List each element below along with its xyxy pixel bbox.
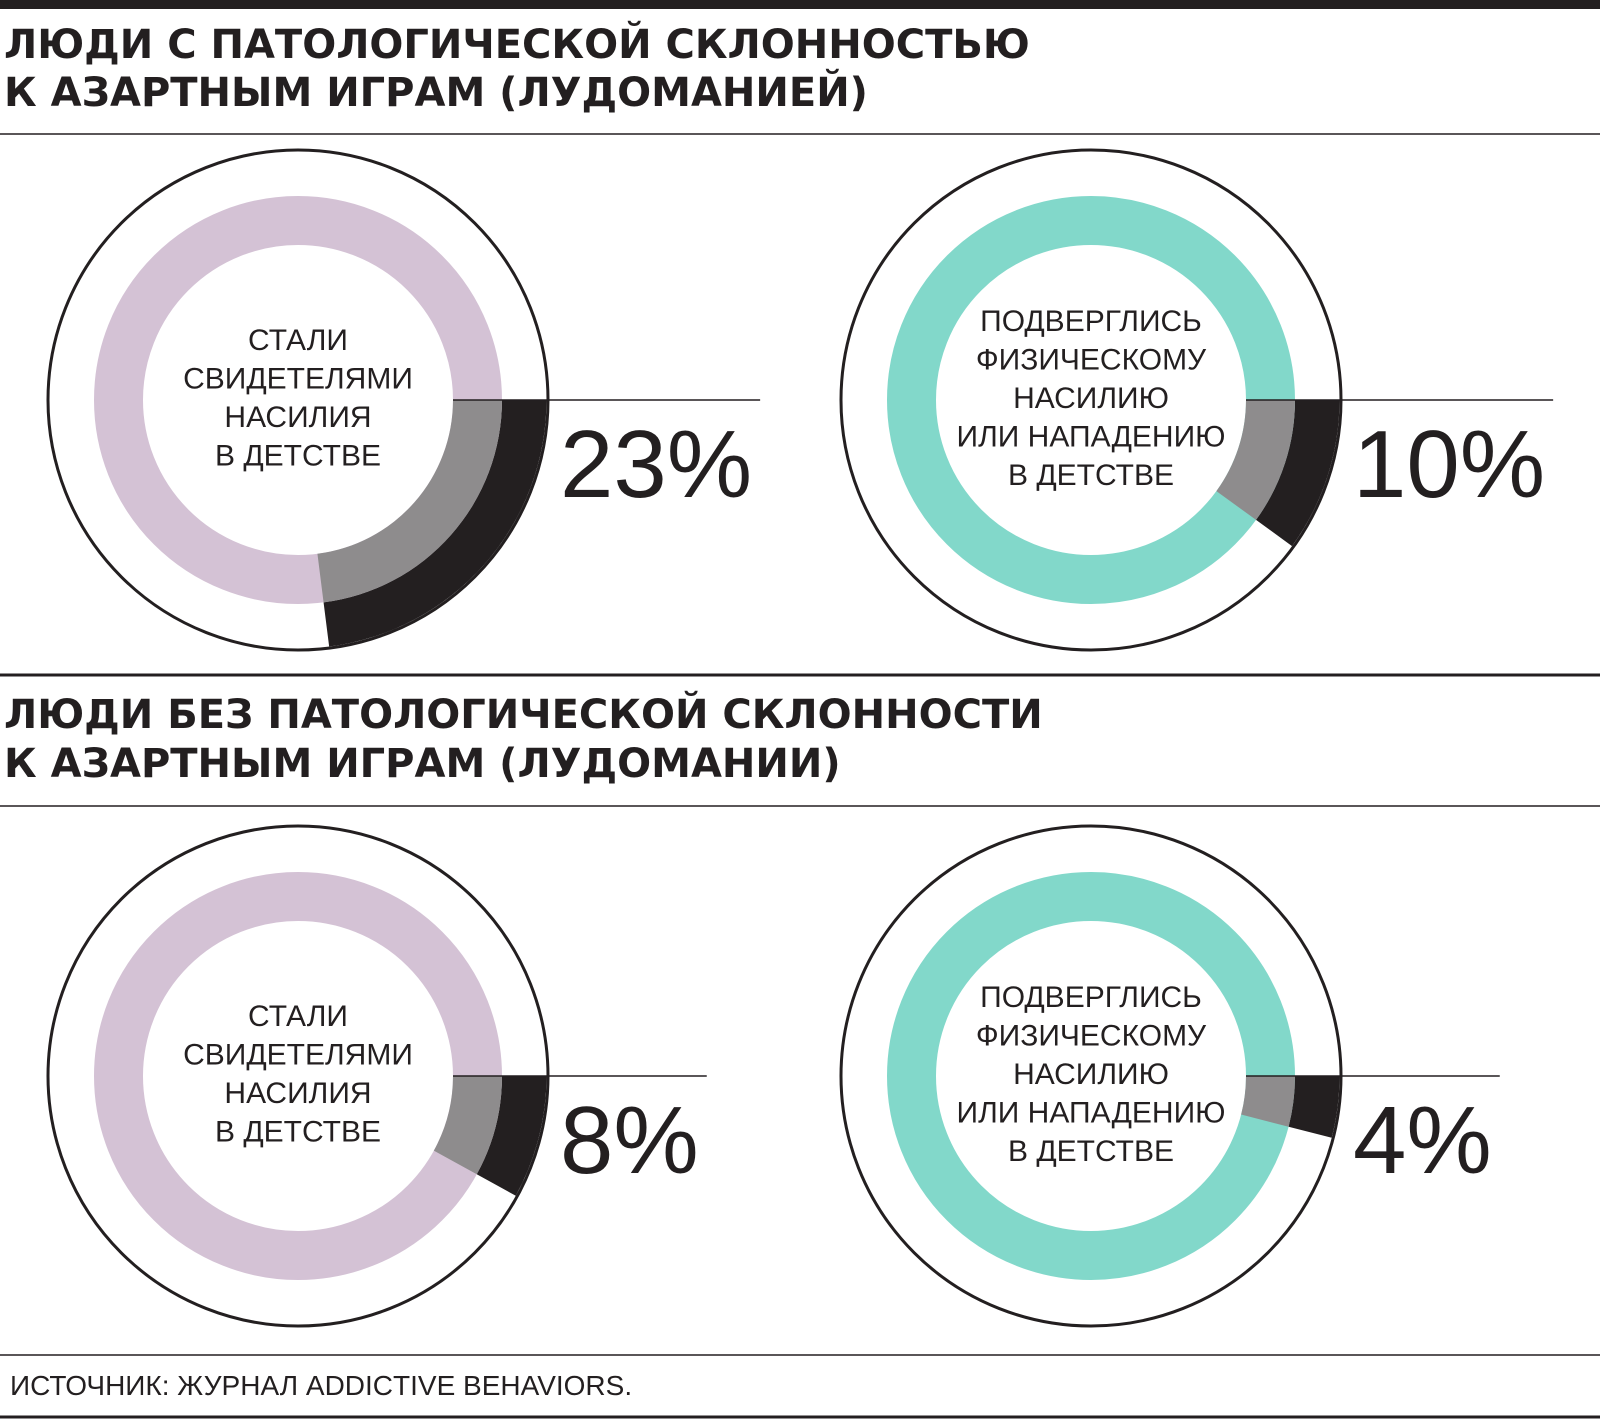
donut-label: НАСИЛИЯ (224, 401, 371, 434)
donut-label: В ДЕТСТВЕ (1008, 1135, 1174, 1168)
donut-label: ПОДВЕРГЛИСЬ (980, 981, 1202, 1014)
section-title: ЛЮДИ БЕЗ ПАТОЛОГИЧЕСКОЙ СКЛОННОСТИ (4, 690, 1043, 738)
donut-label: НАСИЛИЮ (1013, 1058, 1169, 1091)
donut-label: СТАЛИ (248, 324, 348, 357)
share-wedge-outer (476, 1076, 547, 1196)
value-label: 10% (1353, 411, 1545, 518)
value-label: 8% (560, 1087, 699, 1194)
section-title: К АЗАРТНЫМ ИГРАМ (ЛУДОМАНИЕЙ) (4, 68, 868, 116)
donut-label: НАСИЛИЯ (224, 1077, 371, 1110)
section-title: К АЗАРТНЫМ ИГРАМ (ЛУДОМАНИИ) (4, 741, 841, 787)
top-rule (0, 0, 1600, 9)
share-wedge-inner (317, 400, 502, 603)
share-wedge-inner (1241, 1076, 1295, 1127)
donut-label: НАСИЛИЮ (1013, 382, 1169, 415)
share-wedge-inner (433, 1076, 502, 1175)
donut-label: ИЛИ НАПАДЕНИЮ (957, 1096, 1226, 1129)
donut-label: В ДЕТСТВЕ (215, 1116, 381, 1149)
donut-label: ИЛИ НАПАДЕНИЮ (957, 420, 1226, 453)
ring (94, 872, 502, 1280)
share-wedge-outer (1288, 1076, 1340, 1138)
donut-label: СТАЛИ (248, 1000, 348, 1033)
source: ИСТОЧНИК: ЖУРНАЛ ADDICTIVE BEHAVIORS. (10, 1370, 632, 1401)
donut-label: ФИЗИЧЕСКОМУ (976, 1019, 1207, 1052)
share-wedge-outer (1256, 400, 1340, 547)
donut-label: ФИЗИЧЕСКОМУ (976, 343, 1207, 376)
donut-label: В ДЕТСТВЕ (1008, 459, 1174, 492)
value-label: 4% (1353, 1087, 1492, 1194)
value-label: 23% (560, 411, 752, 518)
donut-label: В ДЕТСТВЕ (215, 440, 381, 473)
donut-label: ПОДВЕРГЛИСЬ (980, 305, 1202, 338)
section-title: ЛЮДИ С ПАТОЛОГИЧЕСКОЙ СКЛОННОСТЬЮ (4, 20, 1030, 68)
donut-label: СВИДЕТЕЛЯМИ (183, 363, 413, 396)
share-wedge-outer (323, 400, 547, 647)
donut-label: СВИДЕТЕЛЯМИ (183, 1039, 413, 1072)
share-wedge-inner (1216, 400, 1295, 520)
